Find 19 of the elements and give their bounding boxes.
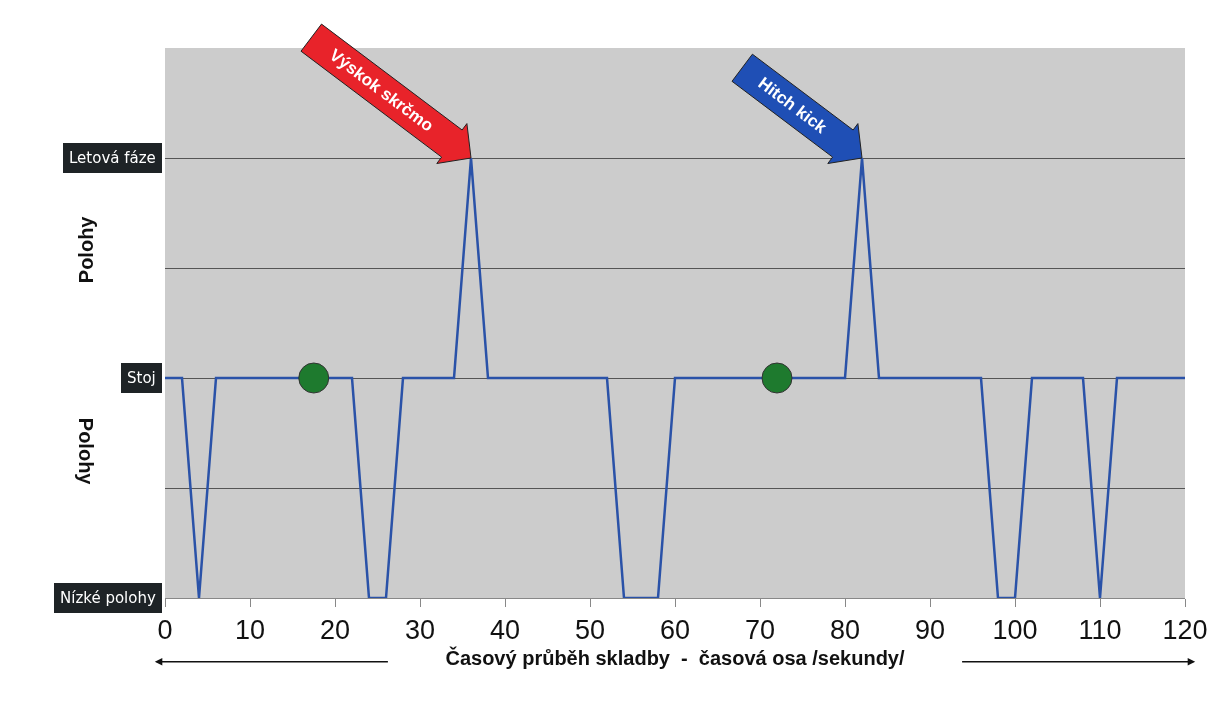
y-axis-title: Polohy [75,215,98,284]
text: Polohy [75,417,98,486]
x-tick-label: 70 [744,615,776,646]
x-tick-label: 100 [992,615,1038,646]
x-tick-label: 120 [1162,615,1208,646]
x-tick-label: 30 [404,615,436,646]
x-tick-label: 50 [574,615,606,646]
text: Stoj [127,369,156,387]
text: Nízké polohy [60,589,156,607]
x-tick-label: 110 [1078,615,1122,646]
text: Letová fáze [69,149,156,167]
x-tick-label: 0 [157,615,173,646]
x-tick-label: 10 [234,615,266,646]
x-tick-label: 90 [914,615,946,646]
x-tick-label: 20 [319,615,351,646]
x-axis-title: Časový průběh skladby - časová osa /sekundy/ [445,645,905,669]
x-tick-label: 60 [659,615,691,646]
x-tick-label: 80 [829,615,861,646]
x-tick-label: 40 [489,615,521,646]
